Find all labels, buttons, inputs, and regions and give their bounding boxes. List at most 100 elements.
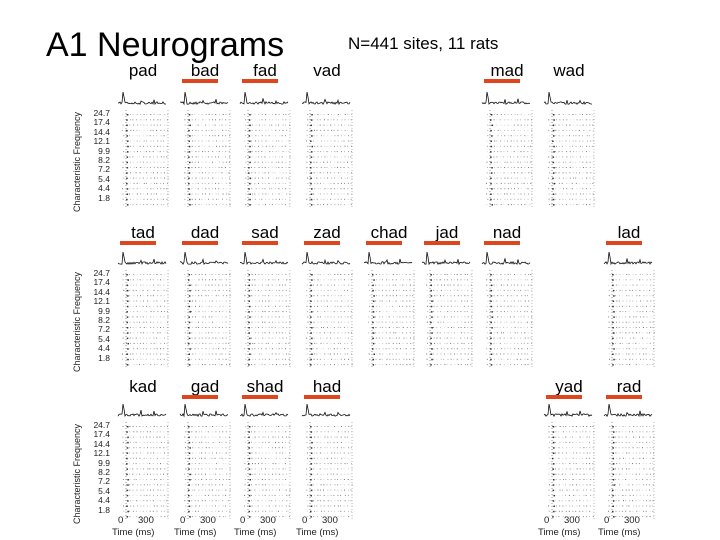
raster-dot (427, 348, 429, 350)
raster-dot (146, 321, 147, 323)
raster-dot (344, 426, 346, 427)
raster-dot (133, 342, 135, 344)
raster-dot (531, 364, 533, 366)
raster-dot (274, 431, 276, 433)
raster-dot (350, 204, 352, 206)
raster-dot (608, 327, 610, 328)
raster-dot (226, 188, 227, 190)
y-axis-label: Characteristic Frequency (72, 423, 82, 524)
raster-dot (589, 167, 591, 168)
raster-dot (464, 316, 466, 318)
raster-dot (123, 510, 125, 512)
raster-dot (649, 348, 651, 350)
raster-dot (261, 479, 263, 480)
raster-dot (275, 463, 277, 465)
raster-dot (453, 348, 455, 350)
response-dot (188, 193, 191, 195)
raster-dot (501, 284, 502, 286)
response-dot (189, 348, 191, 350)
raster-dot (261, 463, 263, 465)
raster-dot (323, 348, 325, 350)
response-dot (310, 167, 312, 169)
raster-dot (575, 135, 577, 137)
raster-dot (289, 124, 291, 126)
raster-dot (327, 489, 329, 491)
raster-dot (245, 431, 247, 433)
raster-dot (622, 364, 624, 366)
neurogram-panel (300, 86, 354, 211)
raster-dot (427, 342, 428, 344)
raster-dot (146, 516, 148, 518)
raster-dot (268, 489, 270, 491)
raster-dot (309, 494, 311, 496)
raster-dot (527, 305, 529, 307)
neurogram-panel (542, 86, 596, 211)
response-dot (553, 182, 555, 185)
raster-dot (520, 305, 522, 307)
raster-dot (527, 327, 528, 328)
raster-dot (486, 145, 488, 147)
raster-dot (268, 436, 269, 438)
raster-dot (616, 300, 618, 302)
raster-dot (316, 463, 318, 465)
raster-dot (166, 145, 168, 147)
raster-dot (289, 279, 291, 281)
raster-dot (265, 145, 267, 147)
raster-dot (133, 348, 135, 350)
raster-dot (150, 516, 152, 518)
raster-dot (344, 473, 346, 475)
raster-dot (214, 364, 216, 366)
raster-dot (278, 327, 280, 328)
raster-dot (626, 342, 628, 344)
raster-dot (327, 289, 329, 291)
raster-dot (636, 300, 637, 302)
response-dot (249, 193, 251, 195)
raster-dot (524, 172, 526, 174)
raster-dot (330, 463, 332, 465)
raster-dot (309, 135, 311, 137)
raster-dot (255, 457, 257, 459)
raster-dot (312, 473, 314, 475)
raster-dot (143, 516, 145, 518)
raster-dot (344, 358, 346, 360)
raster-dot (441, 284, 442, 286)
raster-dot (549, 140, 551, 142)
raster-dot (251, 172, 253, 174)
raster-dot (262, 332, 264, 334)
response-dot (248, 119, 251, 121)
response-dot (188, 188, 190, 190)
raster-dot (430, 327, 432, 328)
raster-dot (410, 348, 412, 350)
raster-dot (244, 316, 246, 318)
raster-dot (201, 295, 203, 297)
raster-dot (279, 489, 280, 491)
raster-dot (130, 198, 132, 200)
raster-dot (451, 279, 452, 281)
raster-dot (126, 500, 128, 502)
response-dot (249, 473, 251, 476)
raster-dot (195, 510, 197, 512)
raster-dot (262, 279, 263, 281)
raster-dot (433, 348, 435, 350)
raster-dot (167, 140, 169, 142)
raster-dot (447, 289, 449, 291)
raster-dot (313, 156, 315, 158)
raster-dot (209, 274, 211, 275)
raster-dot (126, 358, 128, 360)
raster-dot (608, 311, 610, 313)
raster-dot (254, 426, 256, 427)
raster-dot (167, 295, 169, 297)
raster-dot (348, 135, 349, 137)
raster-dot (258, 295, 260, 297)
raster-dot (319, 161, 321, 163)
raster-dot (347, 353, 349, 355)
raster-dot (331, 177, 332, 179)
raster-dot (513, 321, 515, 323)
raster-dot (191, 167, 193, 168)
raster-dot (146, 441, 148, 443)
raster-dot (133, 177, 135, 179)
raster-dot (167, 161, 169, 163)
response-dot (249, 452, 251, 454)
raster-dot (523, 327, 525, 328)
raster-dot (320, 447, 322, 449)
